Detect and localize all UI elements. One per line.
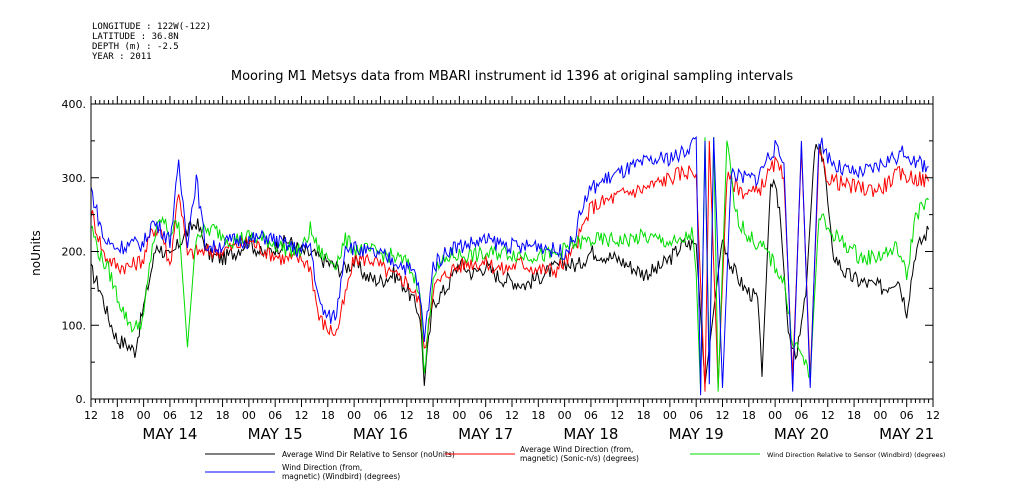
x-tick-label: 18 xyxy=(216,409,230,422)
x-tick-label: 18 xyxy=(847,409,861,422)
x-tick-label: 06 xyxy=(163,409,177,422)
x-tick-label: 12 xyxy=(505,409,519,422)
series-line-3 xyxy=(90,137,929,392)
y-axis-label: noUnits xyxy=(29,230,43,276)
legend-label-2: Average Wind Direction (from, xyxy=(520,445,633,454)
y-tick-label: 200. xyxy=(62,246,87,259)
date-label: MAY 15 xyxy=(248,425,303,443)
x-tick-label: 06 xyxy=(479,409,493,422)
x-tick-label: 12 xyxy=(610,409,624,422)
x-tick-label: 06 xyxy=(794,409,808,422)
series-line-4 xyxy=(90,135,929,396)
date-label: MAY 14 xyxy=(142,425,197,443)
x-tick-label: 18 xyxy=(321,409,335,422)
legend-label-4: magnetic) (Windbird) (degrees) xyxy=(282,472,400,481)
x-tick-label: 12 xyxy=(295,409,309,422)
depth-label: DEPTH (m) : -2.5 xyxy=(92,42,179,52)
legend: Average Wind Dir Relative to Sensor (noU… xyxy=(205,445,945,481)
axes: 0. 100. 200. 300. 400. 12 18 00 06 12 18 00 06 12 18 00… xyxy=(62,96,940,443)
x-tick-label: 18 xyxy=(742,409,756,422)
x-tick-label: 18 xyxy=(531,409,545,422)
longitude-label: LONGITUDE : 122W(-122) xyxy=(92,22,211,32)
legend-label-1: Average Wind Dir Relative to Sensor (noU… xyxy=(282,450,455,459)
x-tick-label: 00 xyxy=(768,409,782,422)
x-tick-label: 18 xyxy=(426,409,440,422)
x-tick-label: 00 xyxy=(873,409,887,422)
x-tick-label: 12 xyxy=(716,409,730,422)
x-tick-label: 06 xyxy=(584,409,598,422)
series-line-1 xyxy=(90,143,930,386)
x-tick-label: 12 xyxy=(84,409,98,422)
plot-area xyxy=(90,135,930,396)
x-tick-label: 00 xyxy=(242,409,256,422)
y-tick-label: 100. xyxy=(62,319,87,332)
date-label: MAY 18 xyxy=(563,425,618,443)
date-label: MAY 16 xyxy=(353,425,408,443)
x-tick-label: 00 xyxy=(663,409,677,422)
legend-label-4: Wind Direction (from, xyxy=(282,463,362,472)
y-tick-label: 0. xyxy=(76,393,87,406)
x-tick-label: 06 xyxy=(373,409,387,422)
y-tick-label: 300. xyxy=(62,172,87,185)
year-label: YEAR : 2011 xyxy=(92,52,152,62)
date-label: MAY 20 xyxy=(774,425,829,443)
x-tick-label: 00 xyxy=(558,409,572,422)
x-tick-label: 18 xyxy=(637,409,651,422)
x-tick-label: 12 xyxy=(821,409,835,422)
x-tick-label: 00 xyxy=(347,409,361,422)
date-label: MAY 21 xyxy=(879,425,934,443)
legend-label-2: magnetic) (Sonic-n/s) (degrees) xyxy=(520,454,639,463)
x-tick-label: 12 xyxy=(400,409,414,422)
x-tick-label: 12 xyxy=(189,409,203,422)
x-tick-label: 06 xyxy=(900,409,914,422)
metadata-block: LONGITUDE : 122W(-122) LATITUDE : 36.8N … xyxy=(92,22,211,62)
date-label: MAY 19 xyxy=(669,425,724,443)
legend-label-3: Wind Direction Relative to Sensor (Windb… xyxy=(767,451,945,459)
x-tick-label: 00 xyxy=(137,409,151,422)
x-tick-label: 06 xyxy=(689,409,703,422)
x-tick-label: 12 xyxy=(926,409,940,422)
y-tick-label: 400. xyxy=(62,98,87,111)
date-label: MAY 17 xyxy=(458,425,513,443)
latitude-label: LATITUDE : 36.8N xyxy=(92,32,179,42)
x-tick-label: 00 xyxy=(452,409,466,422)
x-tick-label: 18 xyxy=(110,409,124,422)
chart-title: Mooring M1 Metsys data from MBARI instru… xyxy=(231,69,793,84)
x-tick-label: 06 xyxy=(268,409,282,422)
